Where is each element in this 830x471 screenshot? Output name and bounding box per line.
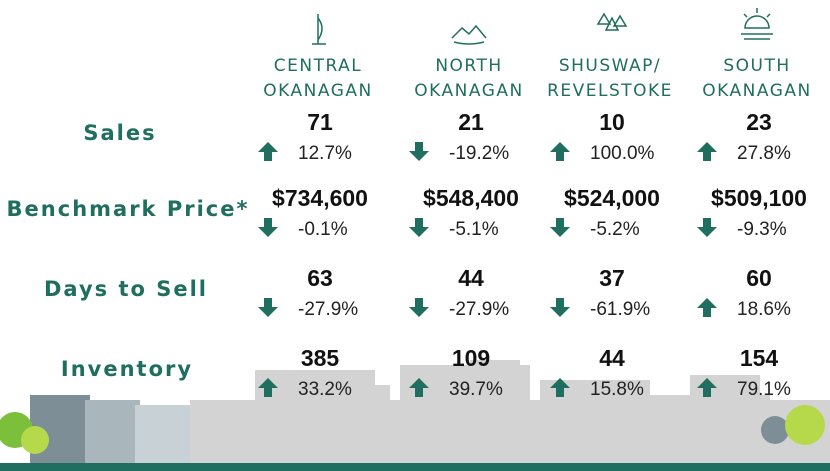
arrow-up — [409, 378, 429, 397]
region-name: SOUTH — [723, 56, 790, 76]
metric-change: -19.2% — [449, 143, 509, 164]
arrow-down — [258, 218, 278, 237]
arrow-up — [258, 142, 278, 161]
metric-label: Inventory — [61, 357, 193, 381]
metric-change: 100.0% — [590, 143, 655, 164]
metric-value: $548,400 — [423, 185, 519, 211]
metric-change: -9.3% — [737, 219, 787, 240]
metric-value: 23 — [746, 109, 772, 135]
arrow-up — [258, 378, 278, 397]
metric-value: $509,100 — [711, 185, 807, 211]
metric-value: $734,600 — [272, 185, 368, 211]
region-name: OKANAGAN — [702, 81, 811, 101]
arrow-down — [409, 218, 429, 237]
arrow-up — [697, 142, 717, 161]
metric-change: 18.6% — [737, 299, 791, 320]
region-name: OKANAGAN — [414, 81, 523, 101]
metric-label: Sales — [83, 121, 156, 145]
metric-value: 154 — [740, 345, 779, 371]
metric-value: $524,000 — [564, 185, 660, 211]
metric-value: 10 — [599, 109, 625, 135]
metric-change: -27.9% — [298, 299, 358, 320]
metric-change: -61.9% — [590, 299, 650, 320]
arrow-up — [697, 378, 717, 397]
arrow-down — [409, 298, 429, 317]
cityscape — [0, 360, 830, 471]
metric-change: -5.2% — [590, 219, 640, 240]
metric-label: Days to Sell — [44, 277, 208, 301]
arrow-down — [550, 298, 570, 317]
metric-change: 39.7% — [449, 379, 503, 400]
metric-change: 33.2% — [298, 379, 352, 400]
metric-value: 44 — [599, 345, 625, 371]
arrow-up — [697, 298, 717, 317]
region-name: CENTRAL — [274, 56, 362, 76]
metric-value: 21 — [458, 109, 484, 135]
metric-change: -0.1% — [298, 219, 348, 240]
metric-change: 79.1% — [737, 379, 791, 400]
metric-label: Benchmark Price* — [7, 197, 250, 221]
arrow-up — [550, 378, 570, 397]
region-icons — [312, 8, 773, 45]
metric-value: 44 — [458, 265, 484, 291]
metric-value: 60 — [746, 265, 772, 291]
metric-change: 27.8% — [737, 143, 791, 164]
arrow-down — [697, 218, 717, 237]
metric-value: 71 — [307, 109, 333, 135]
arrow-up — [550, 142, 570, 161]
region-name: NORTH — [435, 56, 502, 76]
metric-value: 385 — [301, 345, 340, 371]
region-name: OKANAGAN — [263, 81, 372, 101]
arrow-down — [409, 142, 429, 161]
region-name: SHUSWAP/ — [559, 56, 661, 76]
metric-change: 15.8% — [590, 379, 644, 400]
region-name: REVELSTOKE — [547, 81, 673, 101]
metric-change: -27.9% — [449, 299, 509, 320]
arrow-down — [550, 218, 570, 237]
metric-change: -5.1% — [449, 219, 499, 240]
arrow-down — [258, 298, 278, 317]
metric-value: 63 — [307, 265, 333, 291]
metric-value: 109 — [452, 345, 490, 371]
metric-change: 12.7% — [298, 143, 352, 164]
metric-value: 37 — [599, 265, 625, 291]
